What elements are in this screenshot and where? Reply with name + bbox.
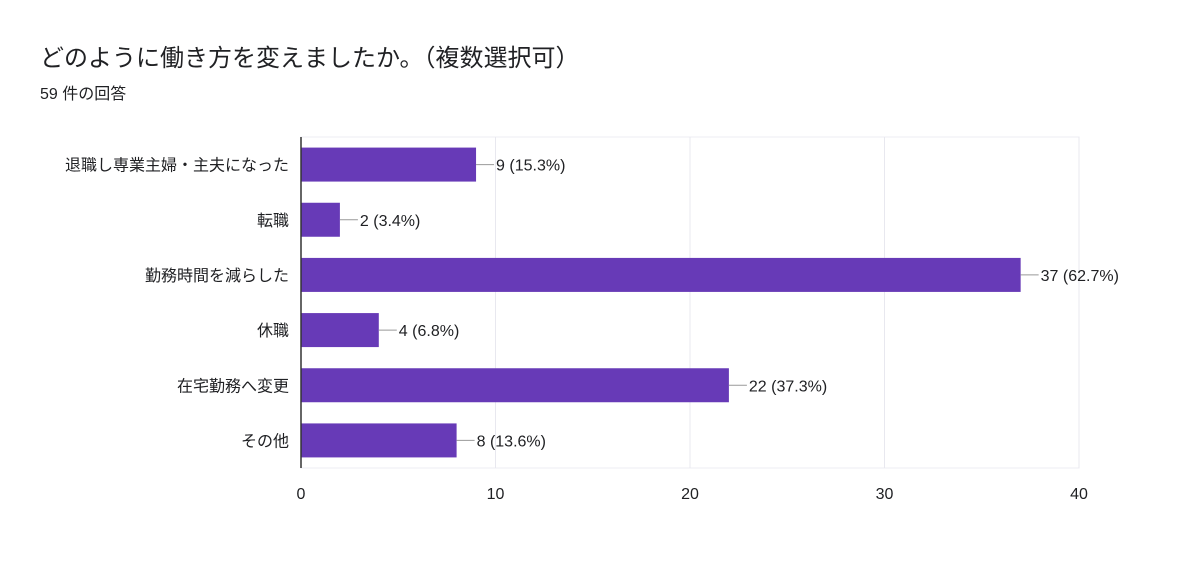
x-tick-label: 30: [876, 486, 894, 503]
bar: [301, 368, 729, 403]
category-label: 退職し専業主婦・主夫になった: [65, 157, 289, 175]
bar: [301, 423, 457, 458]
category-label: 休職: [257, 322, 289, 340]
data-label: 9 (15.3%): [496, 158, 565, 175]
bar: [301, 147, 477, 182]
response-count: 59 件の回答: [40, 86, 127, 103]
x-tick-label: 40: [1070, 486, 1088, 503]
x-tick-label: 10: [487, 486, 505, 503]
category-label: 転職: [257, 212, 289, 230]
data-label: 22 (37.3%): [749, 378, 827, 395]
category-label: 勤務時間を減らした: [145, 267, 289, 285]
category-label: 在宅勤務へ変更: [177, 377, 289, 395]
x-tick-label: 0: [297, 486, 306, 503]
chart-title: どのように働き方を変えましたか。（複数選択可）: [40, 45, 580, 72]
x-tick-label: 20: [681, 486, 699, 503]
bar: [301, 257, 1021, 292]
bar: [301, 313, 379, 348]
category-label: その他: [241, 432, 289, 450]
data-label: 2 (3.4%): [360, 213, 420, 230]
data-label: 37 (62.7%): [1041, 268, 1119, 285]
data-label: 8 (13.6%): [477, 433, 546, 450]
bar: [301, 202, 340, 237]
data-label: 4 (6.8%): [399, 323, 459, 340]
